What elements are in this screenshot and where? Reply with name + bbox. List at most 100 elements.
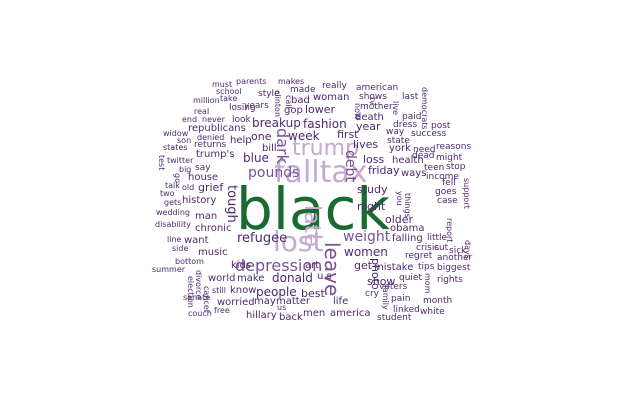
word-makes: makes — [278, 77, 305, 86]
word-wedding: wedding — [156, 208, 190, 217]
word-support: support — [462, 178, 471, 209]
word-life: life — [333, 296, 349, 307]
word-weight: weight — [343, 229, 391, 245]
word-falling: falling — [392, 233, 423, 244]
word-dead: dead — [412, 151, 435, 161]
word-matter: matter — [276, 296, 310, 307]
word-senate: senate — [183, 293, 211, 302]
word-two: two — [160, 189, 175, 198]
word-show: show — [367, 275, 396, 288]
word-worried: worried — [217, 297, 255, 308]
word-states: states — [163, 143, 188, 152]
word-blue: blue — [243, 151, 269, 165]
word-years: years — [244, 101, 269, 111]
word-crisis: crisis — [416, 243, 440, 253]
word-might: might — [436, 153, 463, 163]
word-talk: talk — [165, 181, 180, 190]
word-voters: voters — [379, 282, 408, 292]
word-days: days — [463, 240, 472, 259]
word-go: go — [173, 173, 182, 183]
word-say: say — [195, 163, 211, 173]
word-pain: pain — [391, 294, 411, 304]
word-republicans: republicans — [188, 123, 246, 134]
word-lower: lower — [305, 103, 336, 116]
word-goes: goes — [435, 187, 457, 197]
word-cut: cut — [434, 243, 449, 253]
word-night: night — [357, 200, 386, 213]
word-house: house — [188, 172, 219, 183]
word-student: student — [377, 313, 412, 323]
word-older: older — [385, 213, 414, 226]
word-linked: linked — [393, 305, 420, 315]
word-bad: bad — [291, 95, 310, 106]
word-old: old — [182, 183, 195, 192]
word-big: big — [179, 165, 192, 174]
word-dress: dress — [393, 120, 418, 130]
word-real: real — [194, 107, 210, 116]
word-another: another — [437, 253, 473, 263]
word-side: side — [172, 244, 189, 253]
word-tv: tv — [368, 97, 377, 105]
word-call: call — [284, 95, 293, 109]
word-report: report — [445, 218, 454, 243]
word-pounds: pounds — [248, 165, 300, 181]
word-post: post — [431, 121, 451, 131]
word-trump-s: trump's — [196, 149, 235, 160]
word-now: now — [353, 103, 362, 120]
word-returns: returns — [194, 140, 227, 150]
word-shows: shows — [359, 92, 387, 102]
word-month: month — [423, 296, 453, 306]
word-free: free — [214, 306, 230, 315]
word-hillary: hillary — [246, 310, 277, 321]
word-us: us — [277, 303, 287, 312]
word-ways: ways — [401, 168, 427, 179]
word-black: black — [236, 175, 390, 243]
word-election: election — [186, 276, 195, 308]
word-things: things — [403, 193, 412, 218]
word-disability: disability — [155, 220, 191, 229]
word-debt: debt — [342, 150, 358, 182]
word-help: help — [230, 135, 252, 146]
word-little: little — [427, 233, 448, 243]
word-sick: sick — [449, 246, 467, 256]
word-refugee: refugee — [237, 231, 288, 246]
word-american: american — [356, 83, 399, 93]
word-mom: mom — [423, 273, 432, 294]
word-may: may — [254, 296, 276, 307]
word-cry: cry — [365, 289, 379, 299]
word-really: really — [322, 81, 347, 91]
word-million: million — [193, 96, 220, 105]
word-case: case — [437, 196, 458, 206]
word-know: know — [230, 285, 257, 296]
word-stop: stop — [446, 162, 466, 172]
word-teen: teen — [424, 163, 445, 173]
word-fashion: fashion — [303, 117, 347, 131]
word-york: york — [389, 143, 411, 154]
word-obama: obama — [390, 223, 425, 234]
word-income: income — [426, 172, 459, 182]
word-tough: tough — [224, 185, 239, 223]
word-first: first — [337, 128, 359, 141]
word-son: son — [177, 136, 192, 145]
word-health: health — [392, 155, 424, 166]
word-donald: donald — [272, 271, 313, 285]
word-kids: kids — [231, 260, 252, 271]
word-death: death — [355, 112, 384, 123]
word-music: music — [198, 247, 228, 258]
word-need: need — [413, 145, 436, 155]
word-get: get — [354, 259, 373, 272]
word-state: state — [387, 136, 410, 146]
word-clinton: clinton — [273, 90, 282, 118]
word-depression: depression — [235, 256, 323, 275]
word-make: make — [237, 273, 265, 284]
word-mistake: mistake — [374, 262, 414, 273]
word-chronic: chronic — [195, 223, 232, 234]
word-way: way — [386, 127, 405, 137]
word-lost: lost — [273, 225, 324, 258]
word-you: you — [395, 191, 404, 206]
word-live: live — [391, 101, 400, 116]
word-lives: lives — [353, 138, 379, 151]
word-falltax: falltax — [274, 155, 368, 190]
word-end: end — [182, 115, 198, 124]
